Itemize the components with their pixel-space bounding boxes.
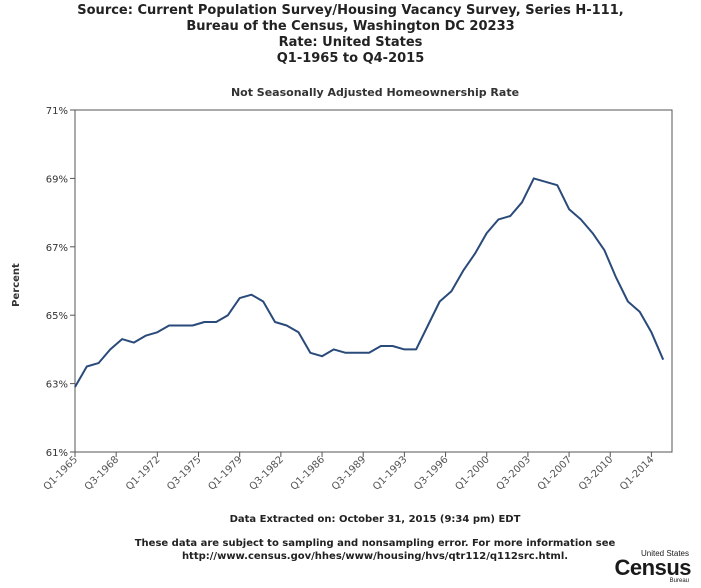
x-tick-label: Q1-2014: [618, 454, 656, 492]
chart-title: Not Seasonally Adjusted Homeownership Ra…: [230, 86, 520, 99]
x-tick-label: Q1-1965: [42, 454, 80, 492]
x-tick-label: Q3-1982: [248, 454, 286, 492]
x-tick-label: Q3-1968: [83, 454, 121, 492]
header-line-4: Q1-1965 to Q4-2015: [276, 51, 425, 66]
header-line-3: Rate: United States: [278, 35, 423, 50]
y-tick-label: 63%: [46, 380, 68, 391]
series-line: [74, 177, 665, 388]
x-tick-label: Q1-1972: [124, 454, 162, 492]
x-tick-label: Q1-1986: [289, 454, 327, 492]
data-extracted-note: Data Extracted on: October 31, 2015 (9:3…: [229, 514, 521, 525]
x-tick-label: Q1-1979: [206, 454, 244, 492]
y-tick-label: 69%: [46, 174, 68, 185]
x-tick-label: Q3-2003: [495, 454, 533, 492]
sampling-error-note: These data are subject to sampling and n…: [134, 538, 616, 549]
y-tick-label: 67%: [46, 243, 68, 254]
x-tick-label: Q1-2007: [536, 454, 574, 492]
x-tick-label: Q3-1989: [330, 454, 368, 492]
x-tick-label: Q1-1993: [371, 454, 409, 492]
x-tick-label: Q3-1975: [165, 454, 203, 492]
y-tick-label: 71%: [46, 106, 68, 117]
y-tick-label: 61%: [46, 448, 68, 459]
x-tick-label: Q3-1996: [412, 454, 450, 492]
census-bureau-logo: United States Census Bureau: [614, 549, 692, 584]
y-tick-label: 65%: [46, 311, 68, 322]
header-line-2: Bureau of the Census, Washington DC 2023…: [186, 19, 515, 34]
source-url-note: http://www.census.gov/hhes/www/housing/h…: [181, 551, 569, 562]
line-chart: 61% 63% 65% 67% 69% 71% Q1-1965 Q3-1968 Q1-1972…: [11, 106, 673, 493]
header-line-1: Source: Current Population Survey/Housin…: [77, 3, 624, 18]
x-tick-label: Q3-2010: [577, 454, 615, 492]
chart-source-header: Source: Current Population Survey/Housin…: [0, 3, 701, 67]
y-axis-label: Percent: [11, 263, 22, 307]
x-tick-label: Q1-2000: [453, 454, 491, 492]
plot-area-frame: [74, 109, 673, 453]
